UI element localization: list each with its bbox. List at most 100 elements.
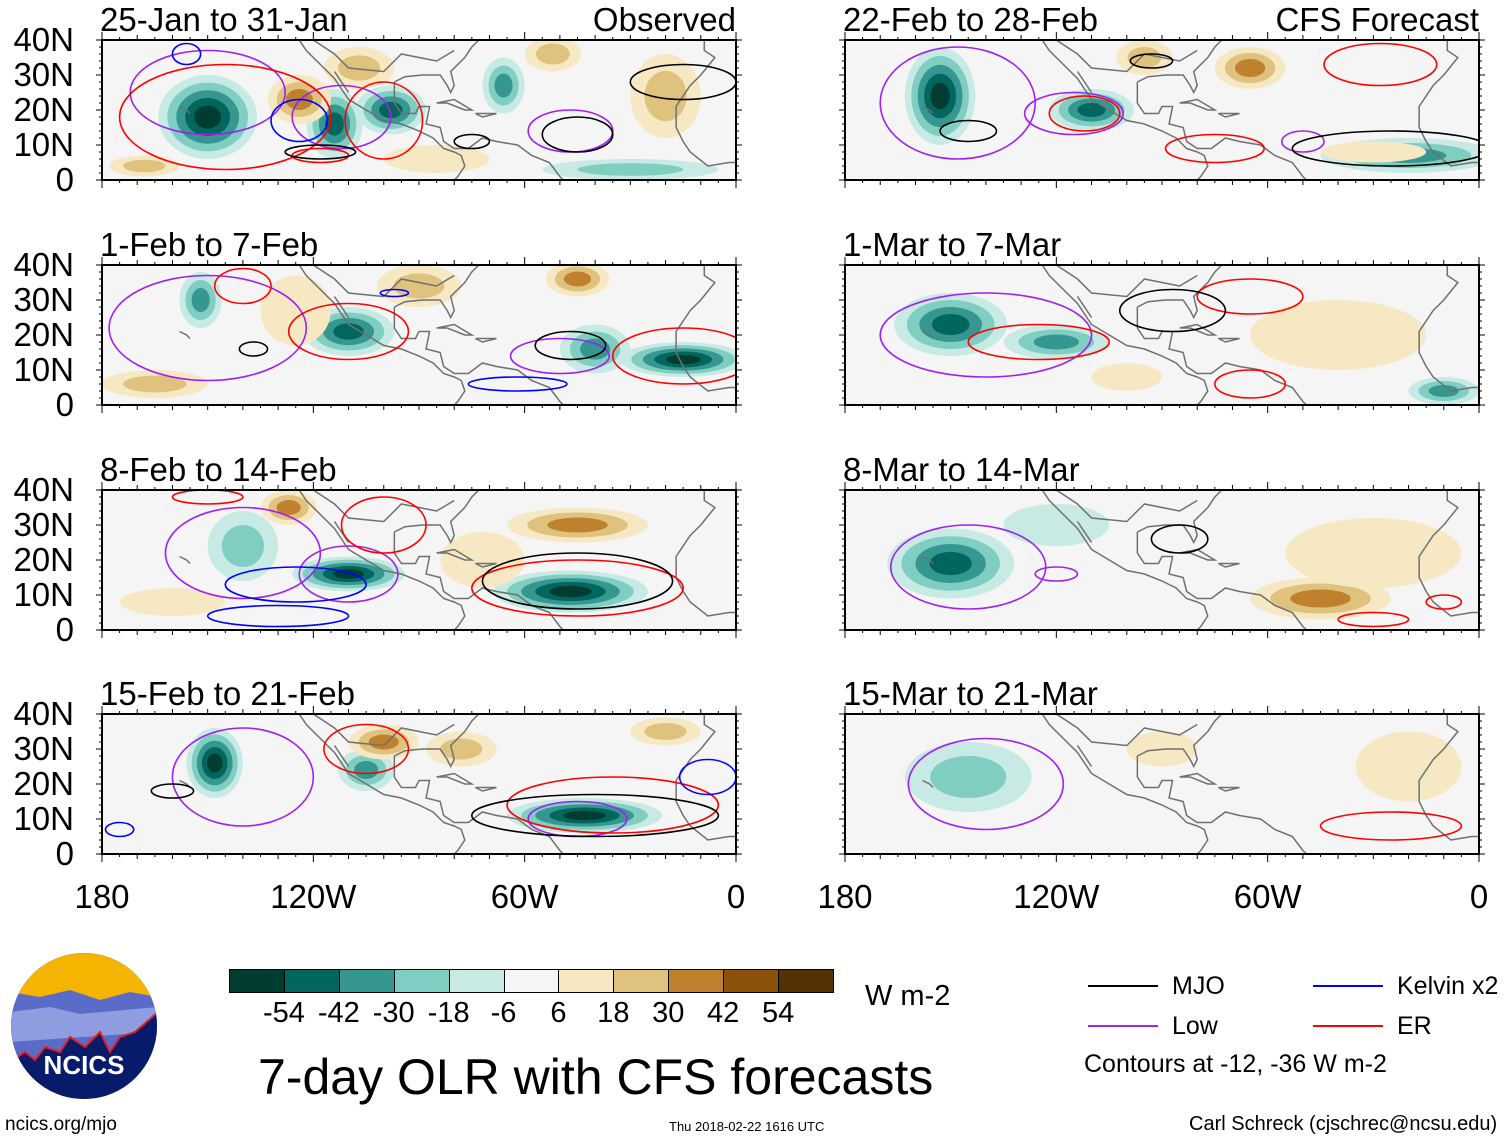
coastline — [179, 330, 191, 340]
x-tick-label: 0 — [726, 878, 746, 915]
olr-anomaly-blob — [930, 756, 1007, 798]
low-contour — [879, 46, 1037, 160]
panel-title: 1-Mar to 7-Mar — [843, 226, 1062, 263]
y-tick-label: 10N — [13, 800, 74, 837]
olr-anomaly-blob — [123, 159, 166, 173]
y-tick-label: 40N — [13, 695, 74, 732]
mjo-contour — [150, 783, 195, 799]
low-contour — [298, 545, 399, 603]
er-contour — [1337, 611, 1410, 628]
coastline — [298, 490, 466, 630]
coastline — [475, 112, 497, 118]
colorbar-label: -54 — [262, 997, 305, 1029]
coastline — [1137, 265, 1223, 320]
olr-anomaly-blob — [930, 82, 950, 110]
y-tick-label: 0 — [55, 835, 74, 872]
olr-anomaly-blob — [123, 375, 187, 393]
panel-title: 25-Jan to 31-Jan — [100, 1, 348, 38]
x-tick-label: 60W — [490, 878, 559, 915]
panel-source-label: Observed — [592, 1, 736, 38]
colorbar-swatch — [393, 969, 450, 993]
mjo-contour — [629, 63, 736, 101]
coastline — [1137, 40, 1223, 95]
coastline — [1041, 265, 1209, 405]
y-tick-label: 40N — [13, 471, 74, 508]
olr-anomaly-blob — [383, 145, 490, 173]
coastline — [1055, 490, 1198, 523]
olr-anomaly-blob — [563, 271, 592, 287]
olr-anomaly-blob — [440, 532, 525, 588]
coastline — [179, 105, 191, 115]
coastline — [393, 307, 564, 405]
er-contour — [213, 267, 272, 305]
coastline — [312, 40, 455, 73]
mjo-contour — [284, 144, 357, 160]
coastline — [1136, 756, 1307, 854]
coastline — [312, 265, 455, 298]
olr-anomaly-blob — [1250, 300, 1427, 370]
olr-anomaly-blob — [549, 585, 592, 598]
legend-label: Kelvin x2 — [1397, 972, 1499, 1000]
olr-anomaly-blob — [1234, 59, 1266, 77]
x-tick-label: 180 — [817, 878, 873, 915]
colorbar: -54 -42 -30 -18 -6 6 18 30 42 54 — [229, 969, 834, 1039]
ncics-logo: NCICS — [10, 952, 158, 1100]
map-panel — [96, 32, 742, 188]
kelvin-contour — [379, 288, 410, 298]
footer-timestamp: Thu 2018-02-22 1616 UTC — [669, 1119, 825, 1134]
footer-credit: Carl Schreck (cjschrec@ncsu.edu) — [1189, 1113, 1498, 1135]
olr-anomaly-blob — [644, 723, 687, 740]
x-tick-label: 0 — [1469, 878, 1489, 915]
coastline — [298, 714, 466, 854]
x-tick-label: 60W — [1233, 878, 1302, 915]
low-contour — [509, 337, 610, 375]
coastline — [394, 265, 480, 320]
coastline — [333, 296, 350, 318]
olr-anomaly-blob — [494, 73, 513, 98]
contour-note: Contours at -12, -36 W m-2 — [1084, 1050, 1387, 1078]
colorbar-label: 30 — [652, 997, 685, 1029]
y-tick-label: 40N — [13, 246, 74, 283]
coastline — [922, 105, 934, 115]
footer-url[interactable]: ncics.org/mjo — [5, 1114, 117, 1135]
olr-anomaly-blob — [931, 314, 970, 335]
legend-line-kelvin-x2 — [1313, 985, 1383, 987]
low-contour — [1034, 566, 1079, 582]
olr-anomaly-blob — [535, 43, 570, 65]
coastline — [1218, 112, 1240, 118]
olr-anomaly-blob — [665, 354, 701, 365]
kelvin-contour — [270, 98, 329, 143]
coastline — [922, 555, 934, 565]
coastline — [1076, 745, 1093, 767]
panel-title: 15-Feb to 21-Feb — [100, 675, 355, 712]
olr-anomaly-blob — [547, 517, 608, 533]
olr-anomaly-blob — [1355, 731, 1462, 802]
mjo-contour — [1118, 288, 1227, 333]
colorbar-label: 6 — [550, 997, 567, 1029]
colorbar-label: -6 — [490, 997, 517, 1029]
olr-anomaly-blob — [1285, 518, 1462, 588]
olr-anomaly-blob — [221, 525, 265, 567]
x-tick-label: 180 — [74, 878, 130, 915]
coastline — [1179, 772, 1218, 785]
colorbar-label: 42 — [707, 997, 740, 1029]
y-tick-label: 30N — [13, 281, 74, 318]
olr-anomaly-blob — [368, 734, 399, 750]
er-contour — [344, 81, 424, 160]
panel-title: 22-Feb to 28-Feb — [843, 1, 1098, 38]
er-contour — [611, 327, 736, 385]
y-tick-label: 20N — [13, 765, 74, 802]
map-panel — [839, 32, 1485, 188]
panel-title: 8-Feb to 14-Feb — [100, 451, 337, 488]
olr-anomaly-blob — [119, 588, 226, 616]
coastline — [312, 714, 455, 747]
er-contour — [1164, 133, 1265, 164]
coastline — [333, 71, 350, 93]
olr-anomaly-blob — [577, 163, 684, 176]
coastline — [394, 714, 480, 769]
panel-source-label: CFS Forecast — [1275, 1, 1479, 38]
er-contour — [1048, 95, 1121, 132]
legend-label: ER — [1397, 1012, 1432, 1040]
coastline — [1136, 532, 1307, 630]
figure-title: 7-day OLR with CFS forecasts — [258, 1049, 934, 1105]
